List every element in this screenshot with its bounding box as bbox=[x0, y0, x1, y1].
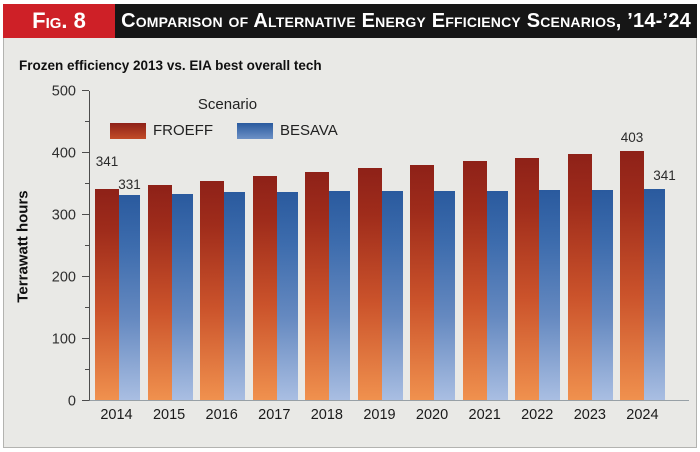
legend-item-froeff: FROEFF bbox=[110, 122, 237, 139]
value-label-froeff-2024: 403 bbox=[620, 129, 644, 145]
value-label-froeff-2014: 341 bbox=[95, 154, 119, 170]
x-tick-label-2014: 2014 bbox=[100, 407, 133, 423]
y-axis-title: Terrawatt hours bbox=[14, 189, 32, 303]
plot-area: Scenario FROEFF BESAVA 341 331 403 341 bbox=[89, 91, 689, 401]
y-tick-minor bbox=[85, 121, 89, 122]
figure-number: Fig. 8 bbox=[32, 8, 86, 33]
bar-group-2017 bbox=[252, 91, 298, 400]
y-tick-minor bbox=[85, 369, 89, 370]
y-tick-major bbox=[82, 338, 89, 339]
bar-froeff-2014: 341 bbox=[95, 154, 119, 400]
bar-froeff-2018 bbox=[305, 171, 329, 400]
bar-besava-2017 bbox=[276, 191, 298, 400]
x-tick-label-2018: 2018 bbox=[310, 407, 343, 423]
legend-title: Scenario bbox=[197, 96, 258, 113]
y-tick-major bbox=[82, 152, 89, 153]
x-tick-label-2021: 2021 bbox=[468, 407, 501, 423]
chart-panel: Frozen efficiency 2013 vs. EIA best over… bbox=[3, 38, 697, 448]
y-tick-minor bbox=[85, 245, 89, 246]
figure-title-bar: Comparison of Alternative Energy Efficie… bbox=[115, 4, 697, 38]
bar-froeff-2020 bbox=[410, 164, 434, 400]
y-tick-label: 200 bbox=[51, 268, 76, 285]
value-label-besava-2024: 341 bbox=[653, 168, 676, 184]
bar-group-2014: 341 331 bbox=[95, 91, 141, 400]
bar-group-2018 bbox=[305, 91, 350, 400]
figure-title: Comparison of Alternative Energy Efficie… bbox=[121, 9, 691, 32]
legend-label-besava: BESAVA bbox=[280, 122, 338, 139]
legend-swatch-besava-icon bbox=[237, 122, 273, 139]
bar-group-2022 bbox=[515, 91, 560, 400]
bar-group-2024: 403 341 bbox=[620, 91, 676, 400]
x-axis-labels: 2014 2015 2016 2017 2018 2019 2020 2021 2022 2023… bbox=[89, 407, 689, 423]
bar-besava-2023 bbox=[591, 189, 613, 400]
x-tick-label-2017: 2017 bbox=[258, 407, 291, 423]
bar-group-2020 bbox=[410, 91, 455, 400]
bar-froeff-2017 bbox=[252, 176, 277, 400]
y-tick-label: 100 bbox=[51, 330, 76, 347]
y-tick-minor bbox=[85, 307, 89, 308]
legend-items: FROEFF BESAVA bbox=[110, 122, 345, 139]
bar-froeff-2021 bbox=[462, 160, 487, 400]
y-tick-major bbox=[82, 214, 89, 215]
bar-group-2019 bbox=[357, 91, 403, 400]
bar-besava-2015 bbox=[171, 193, 193, 400]
bar-froeff-2016 bbox=[200, 180, 224, 400]
y-tick-major bbox=[82, 276, 89, 277]
legend-swatch-froeff-icon bbox=[110, 122, 146, 139]
bar-group-2023 bbox=[567, 91, 613, 400]
y-tick-label: 500 bbox=[51, 82, 76, 99]
x-tick-label-2024: 2024 bbox=[626, 407, 659, 423]
bar-besava-2014: 331 bbox=[118, 177, 141, 400]
bar-besava-2021 bbox=[486, 190, 508, 400]
bar-besava-2022 bbox=[539, 189, 560, 400]
bar-group-2016 bbox=[200, 91, 245, 400]
figure-header: Fig. 8 Comparison of Alternative Energy … bbox=[3, 4, 697, 38]
x-tick-label-2022: 2022 bbox=[521, 407, 554, 423]
legend-item-besava: BESAVA bbox=[237, 122, 362, 139]
bar-froeff-2019 bbox=[357, 168, 382, 400]
bar-besava-2024: 341 bbox=[644, 168, 676, 400]
y-tick-minor bbox=[85, 183, 89, 184]
x-tick-label-2020: 2020 bbox=[415, 407, 449, 423]
bar-groups: 341 331 403 341 bbox=[90, 91, 689, 400]
bar-besava-2016 bbox=[224, 192, 245, 400]
y-tick-major bbox=[82, 90, 89, 91]
legend-label-froeff: FROEFF bbox=[153, 122, 213, 139]
y-tick-label: 300 bbox=[51, 206, 76, 223]
figure-number-badge: Fig. 8 bbox=[3, 4, 115, 38]
x-tick-label-2019: 2019 bbox=[363, 407, 396, 423]
bar-group-2021 bbox=[462, 91, 508, 400]
value-label-besava-2014: 331 bbox=[118, 177, 141, 193]
y-axis-title-wrap: Terrawatt hours bbox=[10, 91, 36, 401]
y-tick-label: 400 bbox=[51, 144, 76, 161]
legend: Scenario FROEFF BESAVA bbox=[110, 96, 345, 139]
bar-froeff-2023 bbox=[567, 154, 592, 400]
x-tick-label-2023: 2023 bbox=[573, 407, 606, 423]
chart-subtitle: Frozen efficiency 2013 vs. EIA best over… bbox=[19, 58, 322, 73]
bar-besava-2019 bbox=[381, 191, 403, 400]
bar-froeff-2024: 403 bbox=[620, 130, 644, 400]
y-tick-label: 0 bbox=[67, 392, 76, 409]
y-tick-major bbox=[82, 400, 89, 401]
bar-froeff-2015 bbox=[147, 184, 172, 400]
bar-besava-2020 bbox=[434, 190, 455, 400]
x-tick-label-2015: 2015 bbox=[152, 407, 186, 423]
bar-group-2015 bbox=[147, 91, 193, 400]
x-tick-label-2016: 2016 bbox=[205, 407, 238, 423]
bar-froeff-2022 bbox=[515, 157, 539, 400]
bar-besava-2018 bbox=[329, 191, 350, 400]
